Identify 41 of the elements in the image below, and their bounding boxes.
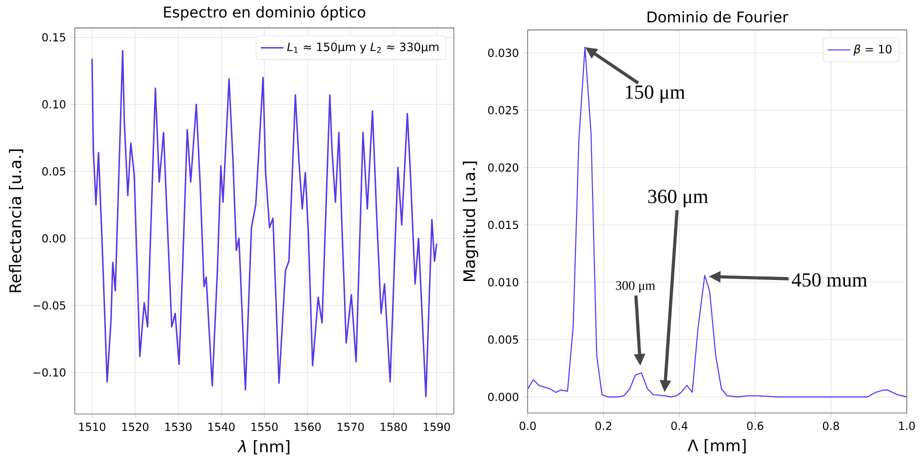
legend-label: β = 10 [854, 44, 892, 56]
y-tick-label: 0.005 [488, 335, 518, 344]
x-tick-label: 1560 [294, 422, 321, 432]
line-series [528, 46, 907, 398]
legend-label: L$_{1}$ ≈ 150μm y L$_{2}$ ≈ 330μm [287, 42, 438, 54]
annotation: 450 mum [792, 273, 868, 287]
y-tick-label: 0.00 [42, 234, 66, 243]
x-tick-label: 1540 [208, 422, 235, 432]
y-tick-label: 0.015 [488, 220, 518, 230]
y-tick-label: 0.025 [488, 106, 518, 114]
x-tick-label: 0.0 [520, 422, 536, 430]
y-tick-label: 0.000 [488, 392, 518, 402]
y-axis-title: Magnitud [u.a.] [462, 162, 478, 282]
annotation: 150 μm [626, 85, 685, 103]
x-tick-label: 1520 [122, 422, 148, 432]
x-tick-label: 1.0 [899, 422, 915, 430]
y-tick-label: 0.05 [42, 167, 66, 176]
y-tick-label: 0.010 [488, 278, 518, 286]
x-tick-label: 1580 [380, 422, 407, 432]
x-tick-label: 0.4 [671, 422, 688, 430]
chart-title: Espectro en dominio óptico [164, 6, 366, 21]
y-tick-label: −0.05 [33, 301, 66, 310]
annotation: 300 μm [616, 281, 656, 293]
y-tick-label: 0.020 [488, 163, 518, 172]
x-tick-label: 1570 [338, 422, 364, 432]
x-tick-label: 1510 [79, 422, 106, 432]
y-tick-label: 0.030 [488, 48, 518, 58]
x-axis-title: Λ [mm] [688, 439, 746, 454]
x-tick-label: 1530 [165, 422, 192, 432]
x-tick-label: 1550 [252, 422, 278, 432]
x-tick-label: 1590 [424, 422, 450, 432]
x-tick-label: 0.6 [747, 422, 764, 430]
annotation: 360 μm [648, 190, 708, 208]
y-tick-label: 0.10 [42, 100, 66, 109]
y-tick-label: −0.10 [33, 368, 66, 377]
y-axis-title: Reflectancia [u.a.] [8, 150, 24, 292]
x-tick-label: 0.8 [822, 422, 839, 430]
y-tick-label: 0.15 [42, 33, 66, 42]
chart-title: Dominio de Fourier [648, 11, 788, 23]
x-axis-title: λ [nm] [237, 440, 290, 454]
x-tick-label: 0.2 [595, 422, 612, 430]
